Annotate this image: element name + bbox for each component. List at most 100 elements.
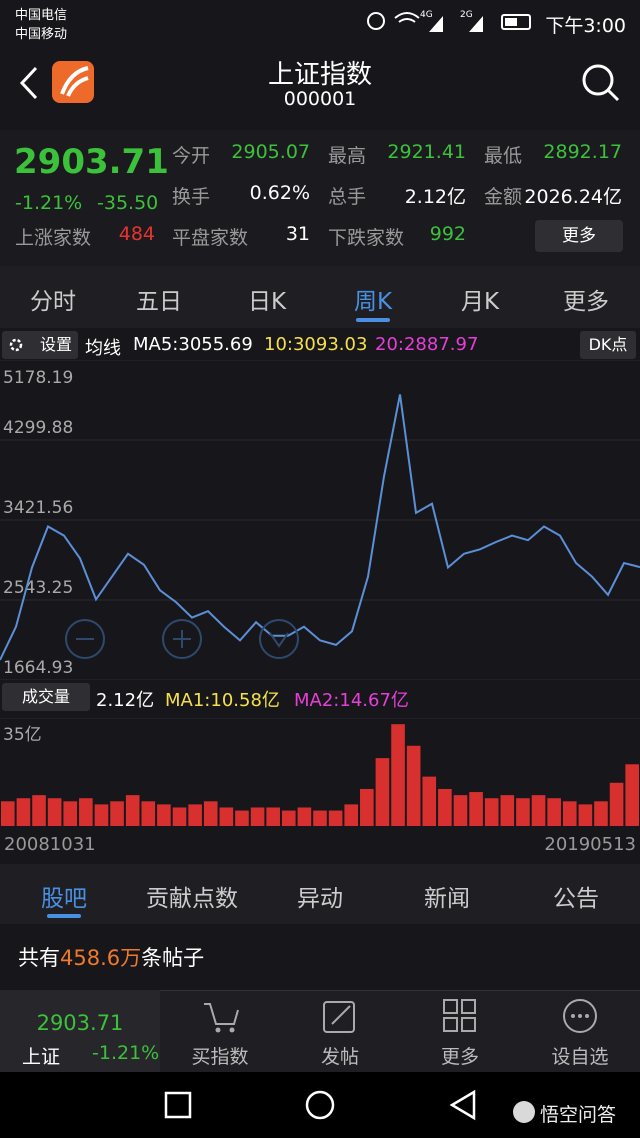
section-tab[interactable]: 新闻 bbox=[424, 886, 470, 912]
stat-value: 31 bbox=[285, 223, 310, 245]
network: 4G bbox=[420, 10, 433, 20]
zoom-in[interactable] bbox=[162, 619, 202, 659]
volume-bar bbox=[219, 807, 234, 826]
stat-label: 总手 bbox=[328, 186, 367, 208]
volume-bar bbox=[344, 804, 359, 826]
ma5: MA5:3055.69 bbox=[133, 334, 253, 355]
more-button[interactable]: 更多 bbox=[535, 220, 623, 252]
volume-bar bbox=[79, 798, 93, 826]
stat-label: 今开 bbox=[172, 145, 211, 167]
scroll[interactable] bbox=[259, 619, 299, 659]
volume-bar bbox=[547, 798, 561, 826]
price-chart: 1664.93 2543.25 3421.56 4299.88 5178.19 bbox=[0, 360, 640, 680]
code: 000001 bbox=[283, 88, 357, 110]
back-button[interactable] bbox=[19, 66, 38, 100]
section-tab[interactable]: 异动 bbox=[297, 886, 343, 912]
search-button[interactable] bbox=[582, 64, 620, 102]
stat-label: 换手 bbox=[172, 186, 211, 208]
tab-underline bbox=[356, 318, 390, 322]
volume-bar bbox=[16, 798, 31, 826]
volume-bar bbox=[578, 804, 593, 826]
header-icons bbox=[19, 61, 620, 103]
volume-bar bbox=[594, 801, 608, 826]
system-nav bbox=[0, 1072, 640, 1138]
gear-icon bbox=[9, 338, 23, 352]
y-tick-label: 4299.88 bbox=[3, 418, 73, 438]
tab[interactable]: 更多 bbox=[563, 289, 609, 315]
stat-label: 最低 bbox=[484, 145, 523, 167]
tab[interactable]: 周K bbox=[353, 289, 393, 315]
mini-quote[interactable] bbox=[0, 990, 160, 1072]
nav-action[interactable]: 买指数 bbox=[191, 1046, 249, 1068]
text: 条帖子 bbox=[141, 946, 205, 970]
volume-bar bbox=[500, 795, 515, 826]
volume-bar bbox=[110, 801, 124, 826]
tab[interactable]: 分时 bbox=[30, 289, 76, 315]
volume-bar bbox=[422, 776, 437, 826]
section-tab[interactable]: 贡献点数 bbox=[146, 886, 238, 912]
volume-bar bbox=[609, 782, 624, 826]
change-pct: -1.21% bbox=[15, 192, 83, 214]
volume-button[interactable]: 成交量 bbox=[2, 683, 90, 711]
recents[interactable] bbox=[164, 1091, 192, 1119]
change: -35.50 bbox=[97, 192, 159, 214]
price: 2903.71 bbox=[14, 142, 169, 182]
home[interactable] bbox=[305, 1090, 335, 1120]
text: 共有 bbox=[18, 946, 60, 970]
zoom-controls bbox=[65, 619, 299, 659]
y-tick-label: 1664.93 bbox=[3, 658, 73, 678]
settings-button[interactable]: 设置 bbox=[2, 331, 78, 359]
y-tick-label: 35亿 bbox=[3, 725, 42, 745]
dk-button[interactable]: DK点 bbox=[580, 331, 636, 359]
stat-value: 484 bbox=[118, 223, 155, 245]
y-tick-label: 5178.19 bbox=[3, 368, 73, 388]
stat-label: 上涨家数 bbox=[15, 227, 92, 249]
volume-bar bbox=[250, 807, 265, 826]
volume-bar bbox=[172, 807, 187, 826]
system-buttons bbox=[164, 1089, 535, 1123]
stat-value: 2921.41 bbox=[387, 141, 466, 163]
mini-pct: -1.21% bbox=[92, 1042, 160, 1064]
zoom-out[interactable] bbox=[65, 619, 105, 659]
watermark: 悟空问答 bbox=[540, 1104, 617, 1126]
nav-action[interactable]: 设自选 bbox=[551, 1046, 609, 1068]
tab[interactable]: 五日 bbox=[136, 289, 182, 315]
volume-bar bbox=[438, 788, 452, 826]
volume-bar bbox=[297, 807, 312, 826]
section-tab[interactable]: 股吧 bbox=[41, 886, 87, 912]
volume-bar bbox=[453, 795, 468, 826]
stat-value: 2892.17 bbox=[543, 141, 622, 163]
y-tick-label: 2543.25 bbox=[3, 578, 73, 598]
section-tab[interactable]: 公告 bbox=[553, 886, 599, 912]
volume-bar bbox=[328, 810, 343, 826]
network: 2G bbox=[460, 10, 473, 20]
clock: 下午3:00 bbox=[545, 15, 626, 37]
stat-label: 金额 bbox=[484, 186, 523, 208]
stat-label: 平盘家数 bbox=[172, 227, 249, 249]
tab[interactable]: 日K bbox=[247, 289, 287, 315]
back[interactable] bbox=[449, 1089, 476, 1121]
y-tick-label: 3421.56 bbox=[3, 498, 73, 518]
stat-value: 992 bbox=[429, 223, 466, 245]
volume-bar bbox=[157, 804, 171, 826]
stat-label: 最高 bbox=[328, 145, 367, 167]
nav-action[interactable]: 发帖 bbox=[320, 1046, 359, 1068]
volume-bar bbox=[375, 758, 390, 826]
volume-ma1: MA1:10.58亿 bbox=[165, 690, 280, 711]
volume-bar bbox=[562, 801, 577, 826]
section-bar bbox=[0, 864, 640, 924]
nav-action[interactable]: 更多 bbox=[440, 1046, 479, 1068]
stat-value: 2.12亿 bbox=[404, 186, 466, 208]
volume-bar bbox=[516, 798, 530, 826]
nav-icons bbox=[204, 999, 597, 1033]
volume-bar bbox=[360, 788, 374, 826]
volume-bar bbox=[625, 764, 639, 826]
volume-bar bbox=[1, 801, 15, 826]
tab[interactable]: 月K bbox=[460, 289, 500, 315]
status-icons bbox=[367, 12, 531, 32]
volume-bar bbox=[141, 801, 156, 826]
stat-label: 下跌家数 bbox=[328, 227, 405, 249]
volume-chart: 35亿 bbox=[0, 718, 640, 826]
tab-underline bbox=[47, 914, 81, 918]
